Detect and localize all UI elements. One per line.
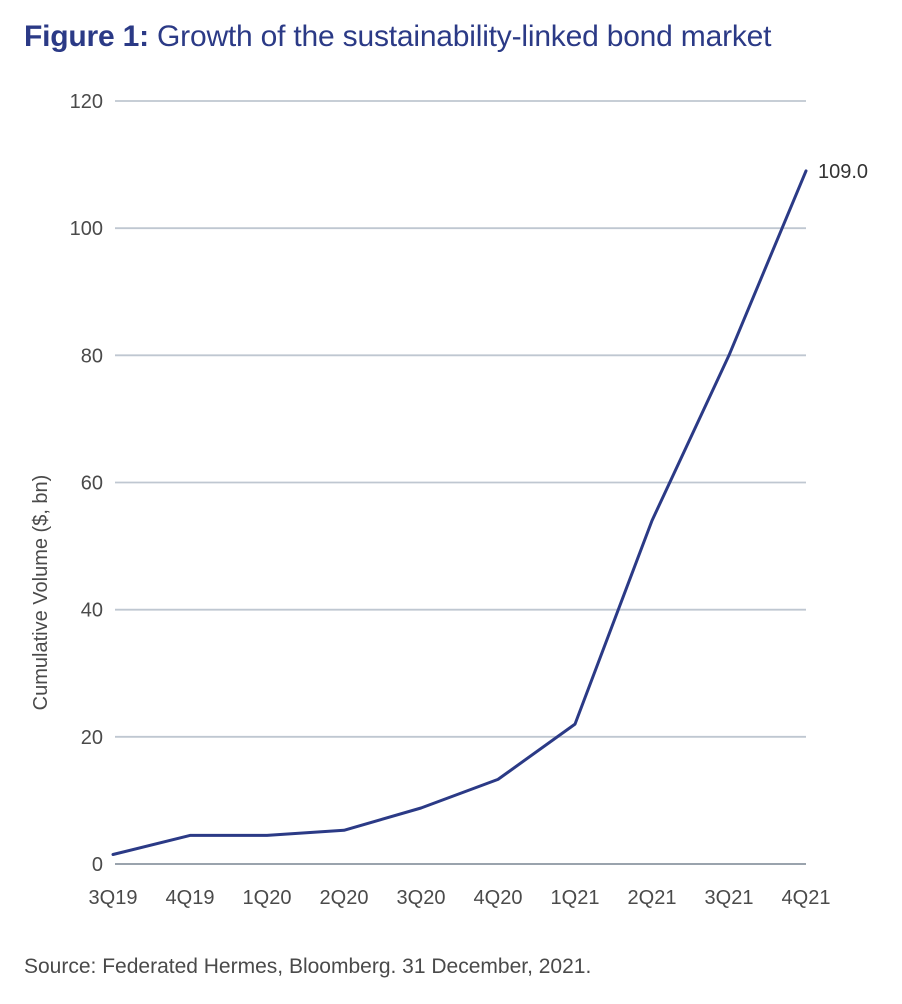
series-line [111,169,808,856]
source-note: Source: Federated Hermes, Bloomberg. 31 … [24,955,592,978]
figure-title: Growth of the sustainability-linked bond… [157,20,772,53]
data-label: 109.0 [818,161,868,183]
x-tick-label: 2Q21 [628,887,677,909]
series [111,169,808,856]
y-tick-label: 80 [81,345,103,367]
x-tick-label: 3Q20 [397,887,446,909]
y-tick-label: 120 [70,91,103,113]
x-tick-label: 4Q19 [166,887,215,909]
x-tick-label: 1Q21 [551,887,600,909]
x-tick-label: 3Q19 [89,887,138,909]
y-tick-label: 40 [81,600,103,622]
x-axis-ticks: 3Q19 4Q19 1Q20 2Q20 3Q20 4Q20 1Q21 2Q21 3Q21 4Q21 [89,887,831,909]
x-tick-label: 2Q20 [320,887,369,909]
y-tick-label: 100 [70,218,103,240]
y-tick-label: 60 [81,473,103,495]
gridlines [115,100,806,865]
figure-label: Figure 1: [24,20,149,53]
y-axis-ticks: 0 20 40 60 80 100 120 [70,91,103,876]
x-tick-label: 4Q20 [474,887,523,909]
x-tick-label: 1Q20 [243,887,292,909]
chart-title: Figure 1: Growth of the sustainability-l… [24,20,771,54]
x-tick-label: 3Q21 [705,887,754,909]
y-tick-label: 0 [92,854,103,876]
annotations: 109.0 [818,161,868,183]
x-tick-label: 4Q21 [782,887,831,909]
line-chart: 0 20 40 60 80 100 120 3Q19 4Q19 1Q20 2Q20 3Q20 4Q20… [30,91,868,909]
y-axis-label: Cumulative Volume ($, bn) [30,475,52,711]
y-tick-label: 20 [81,727,103,749]
